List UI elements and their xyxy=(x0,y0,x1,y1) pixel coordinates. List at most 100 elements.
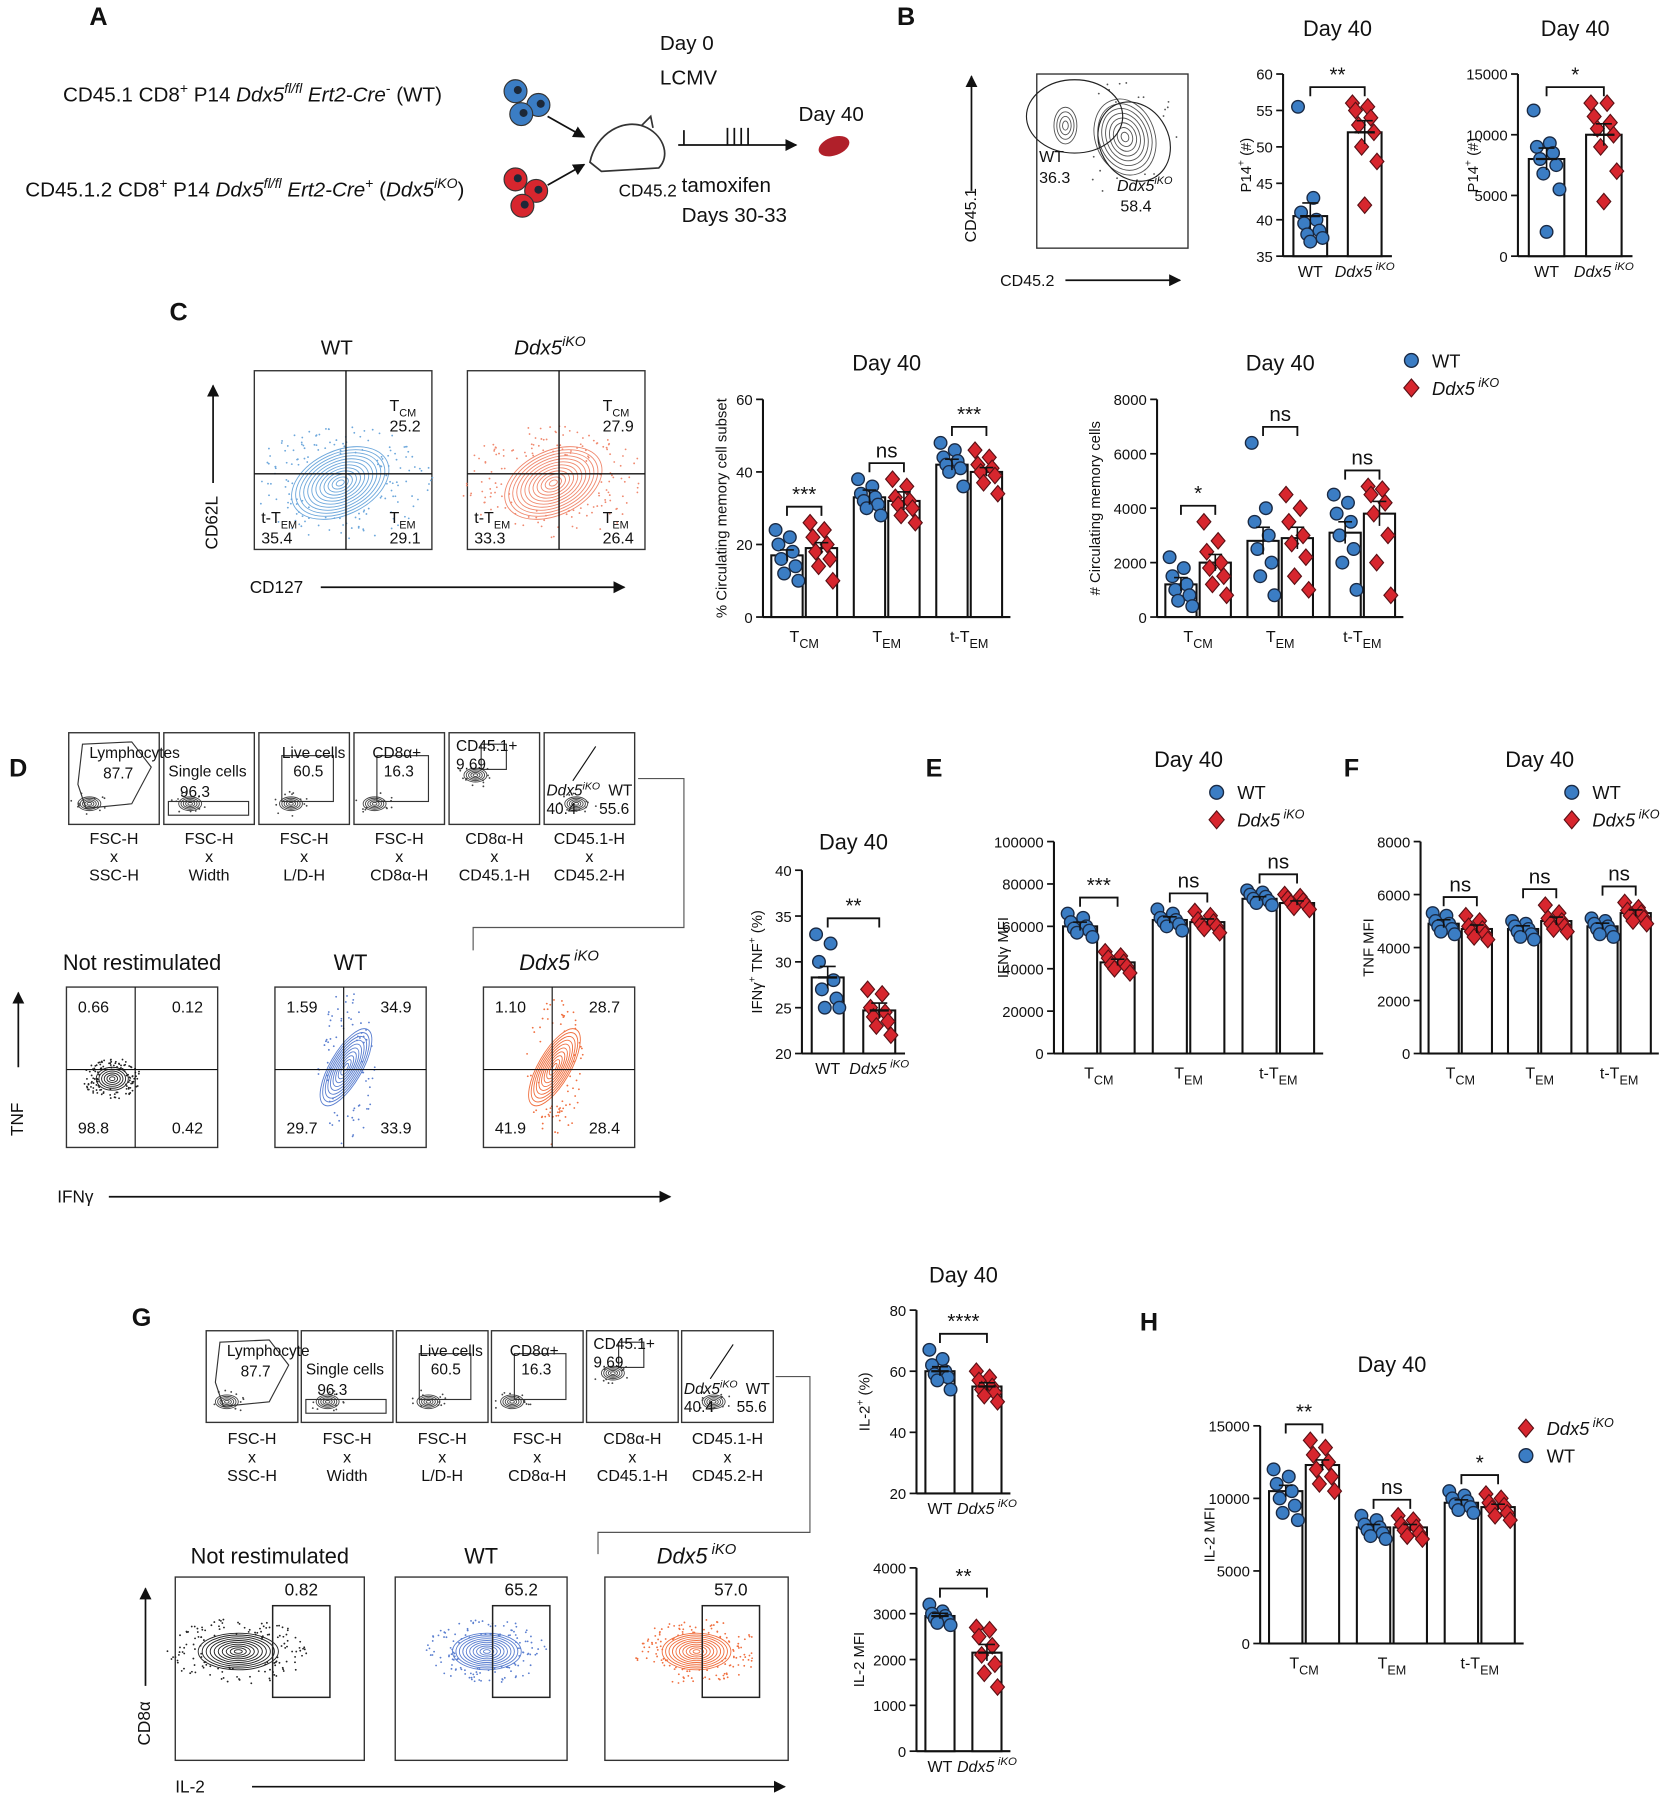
data-point xyxy=(1549,158,1564,173)
event-dot xyxy=(636,486,639,489)
event-dot xyxy=(633,462,636,465)
event-dot xyxy=(525,455,528,457)
text-part: EM xyxy=(494,520,510,532)
legend-marker xyxy=(1403,352,1419,368)
event-dot xyxy=(294,519,297,522)
contour xyxy=(458,1636,515,1667)
event-dot xyxy=(508,1666,511,1669)
text-part: Live cells xyxy=(282,745,346,762)
event-dot xyxy=(333,1393,336,1396)
event-dot xyxy=(531,1026,534,1029)
text-part: Ert2-Cre xyxy=(282,179,366,202)
contour xyxy=(465,769,486,782)
plot-frame xyxy=(490,1330,584,1424)
event-dot xyxy=(560,1013,563,1016)
plot-frame xyxy=(258,732,351,826)
event-dot xyxy=(357,526,360,529)
event-dot xyxy=(275,498,278,501)
event-dot xyxy=(384,497,387,500)
data-point xyxy=(984,1636,1000,1655)
contour xyxy=(281,797,301,810)
gate xyxy=(167,800,250,816)
contour xyxy=(665,1634,728,1669)
event-dot xyxy=(527,1403,530,1406)
event-dot xyxy=(635,1657,638,1659)
text-part: (#) xyxy=(1239,138,1255,160)
text-part: iKO xyxy=(1154,175,1173,187)
event-dot xyxy=(238,1678,240,1680)
event-dot xyxy=(326,1061,329,1064)
event-dot xyxy=(699,1406,702,1409)
gate-axis: FSC-H xyxy=(228,1430,277,1448)
data-point xyxy=(943,1382,958,1397)
contour xyxy=(455,1634,519,1669)
event-dot xyxy=(324,516,327,519)
data-point xyxy=(1284,534,1300,553)
data-point xyxy=(956,479,971,494)
x-tick-label: TEM xyxy=(1378,1655,1407,1678)
event-dot xyxy=(681,1633,684,1635)
event-dot xyxy=(480,513,482,516)
text-part: % Circulating memory cell subset xyxy=(714,397,730,618)
event-dot xyxy=(559,1023,562,1026)
event-dot xyxy=(530,443,533,446)
event-dot xyxy=(540,1639,543,1642)
event-dot xyxy=(525,1629,528,1632)
gate-axis: CD8α-H xyxy=(370,867,428,885)
event-dot xyxy=(355,799,358,802)
event-dot xyxy=(261,1635,264,1638)
text-part: CM xyxy=(1299,1663,1319,1677)
event-dot xyxy=(259,1627,261,1630)
y-tick-label: 60 xyxy=(1256,68,1273,84)
event-dot xyxy=(466,1627,469,1630)
event-dot xyxy=(723,1672,726,1675)
text-part: Ddx5 xyxy=(386,179,435,202)
gate xyxy=(709,1344,734,1380)
event-dot xyxy=(239,1401,242,1403)
data-point xyxy=(907,513,924,532)
event-dot xyxy=(85,813,88,815)
event-dot xyxy=(571,525,574,528)
event-dot xyxy=(131,1089,134,1092)
gate-axis: x xyxy=(205,848,213,866)
event-dot xyxy=(431,1654,434,1656)
data-point xyxy=(1204,575,1221,594)
event-dot xyxy=(110,1066,113,1069)
event-dot xyxy=(470,492,473,495)
event-dot xyxy=(249,1675,251,1678)
event-dot xyxy=(606,448,609,451)
event-dot xyxy=(131,1082,134,1085)
event-dot xyxy=(109,1097,112,1099)
data-point xyxy=(1247,514,1262,529)
data-point xyxy=(990,484,1006,503)
event-dot xyxy=(577,1088,580,1091)
contour xyxy=(224,1399,230,1404)
event-dot xyxy=(210,1624,213,1627)
event-dot xyxy=(616,521,619,524)
event-dot xyxy=(552,535,555,538)
event-dot xyxy=(290,463,293,466)
event-dot xyxy=(329,1019,332,1022)
event-dot xyxy=(478,1668,481,1671)
contour xyxy=(603,1367,623,1380)
event-dot xyxy=(519,1647,521,1650)
contour xyxy=(504,446,603,520)
event-dot xyxy=(235,1393,238,1396)
event-dot xyxy=(534,1653,537,1656)
contour xyxy=(213,1640,263,1663)
event-dot xyxy=(397,484,399,487)
contour xyxy=(540,473,566,493)
text-part: Ddx5 xyxy=(657,1543,709,1568)
event-dot xyxy=(328,529,331,531)
gate-label: Live cells xyxy=(282,745,346,762)
event-dot xyxy=(506,1665,508,1668)
event-dot xyxy=(265,1621,268,1624)
event-dot xyxy=(362,528,365,531)
event-dot xyxy=(412,505,415,508)
panel-label: B xyxy=(897,3,915,31)
event-dot xyxy=(88,1070,91,1073)
gate-axis: x xyxy=(723,1448,731,1466)
event-dot xyxy=(342,524,345,526)
quadrant-label: t-TEM xyxy=(261,509,297,532)
event-dot xyxy=(110,1060,113,1063)
